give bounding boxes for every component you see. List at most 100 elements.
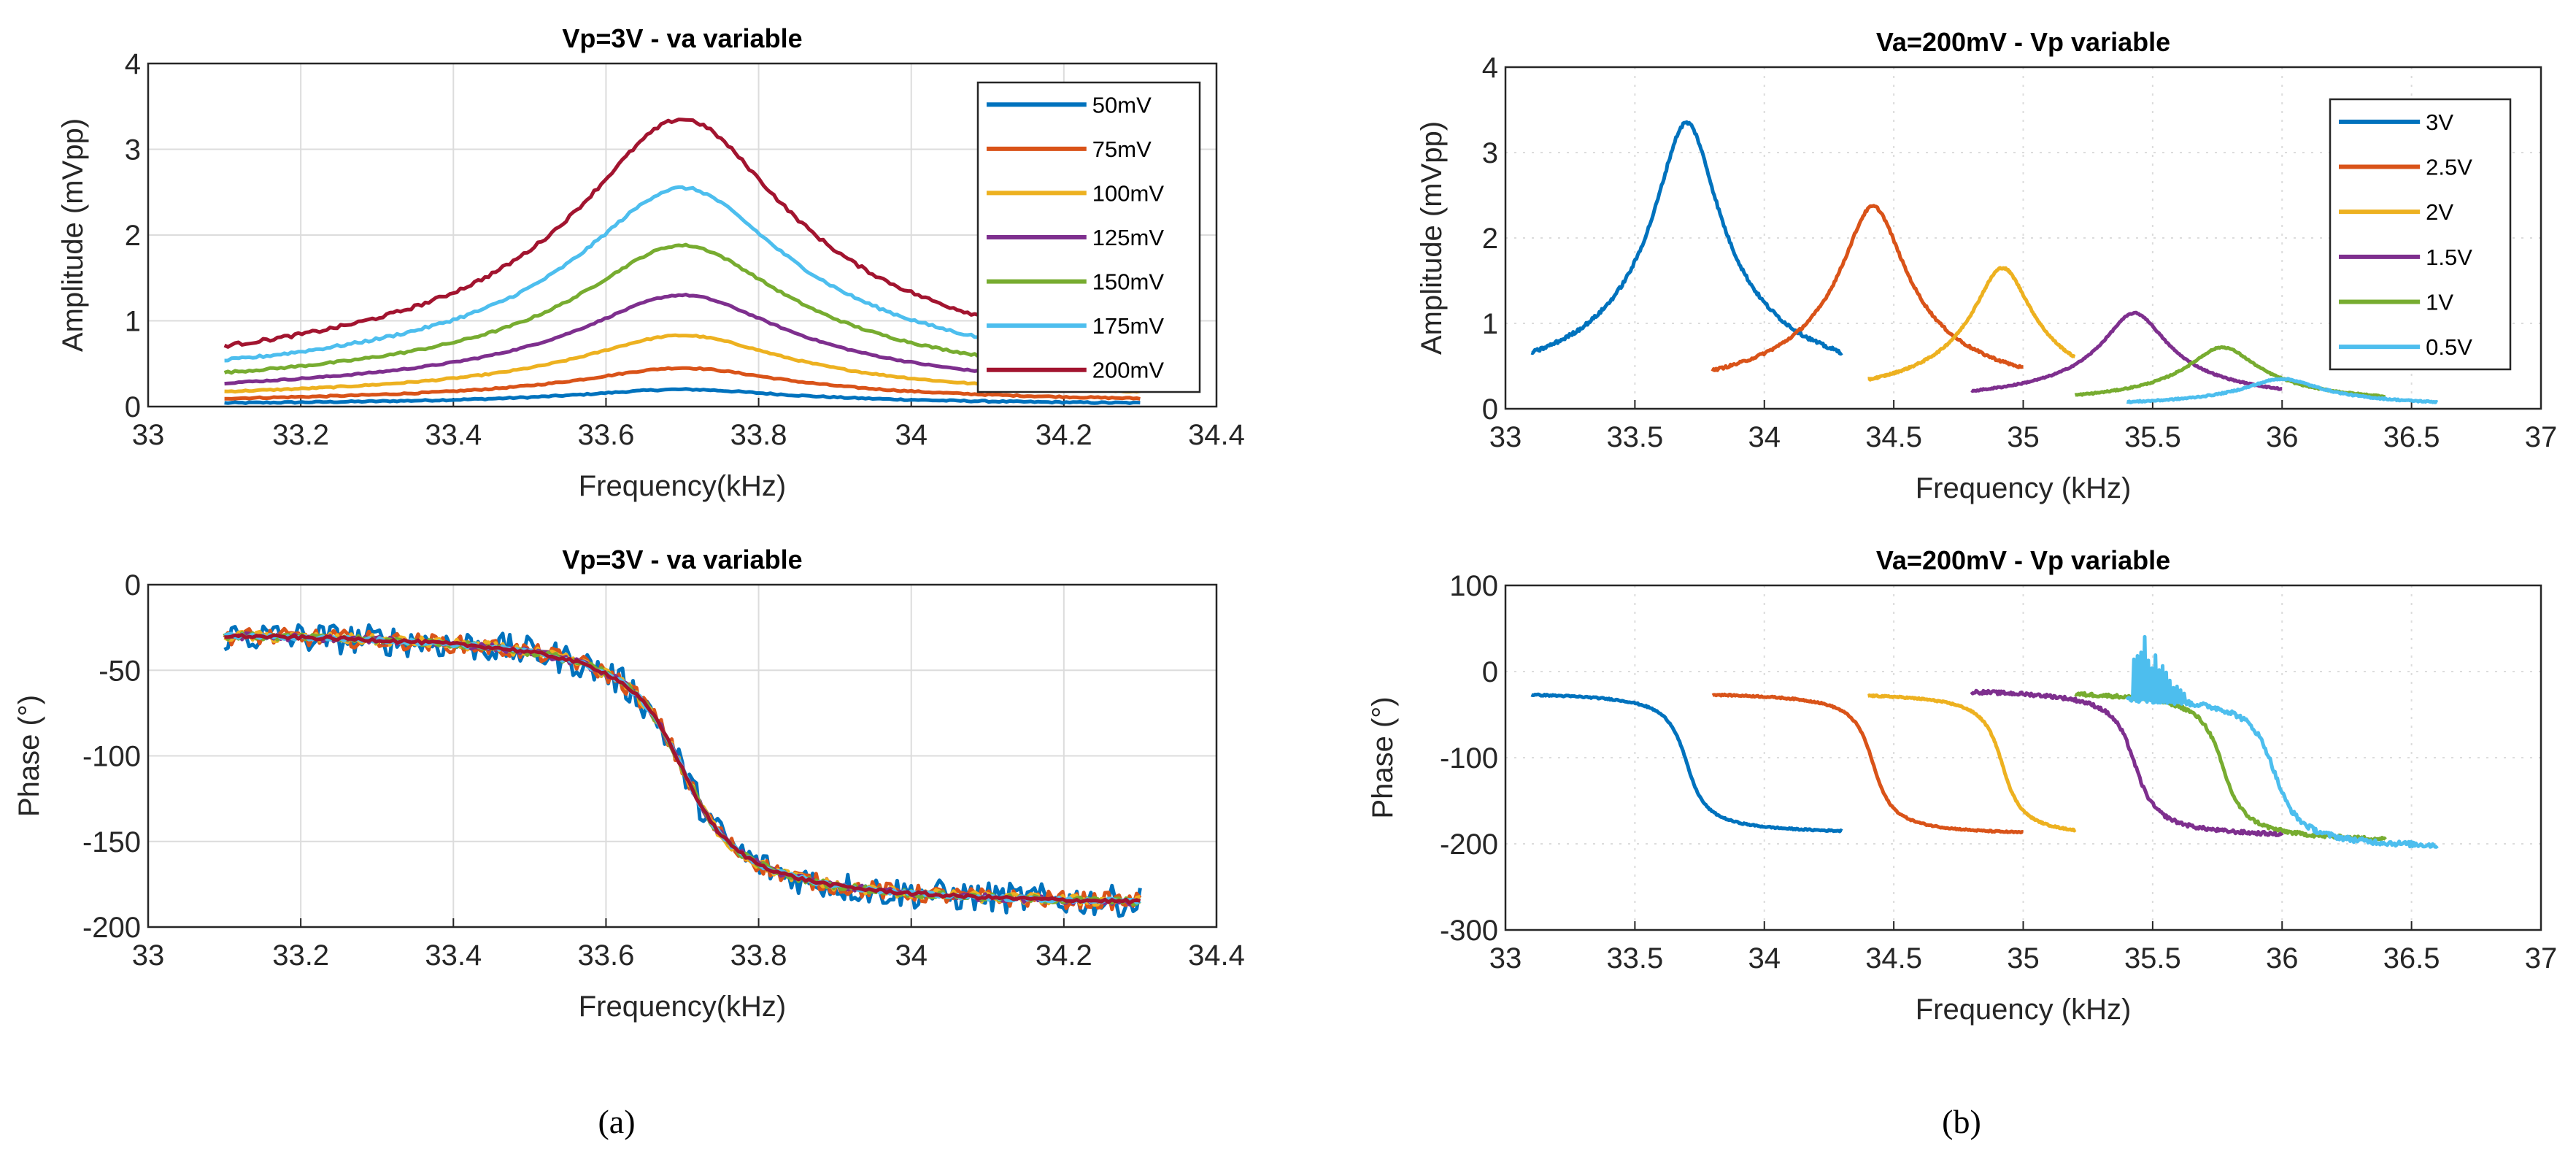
x-tick-label: 33.6 [577, 419, 634, 451]
legend-item: 1V [2339, 290, 2453, 315]
x-tick-label: 34 [1748, 421, 1781, 453]
legend-item: 2.5V [2339, 155, 2472, 180]
x-axis-label: Frequency(kHz) [579, 991, 787, 1023]
series-line-1.5V [1970, 688, 2284, 837]
y-tick-label: 100 [1449, 570, 1498, 602]
legend-item: 175mV [987, 313, 1164, 339]
series-group [223, 623, 1142, 918]
x-tick-label: 34 [895, 419, 928, 451]
axes-box [1504, 584, 2542, 931]
series-line-2V [1867, 693, 2077, 833]
chart-title: Va=200mV - Vp variable [1876, 27, 2170, 57]
series-group [1530, 634, 2439, 849]
y-tick-label: 0 [125, 569, 141, 601]
legend-label: 125mV [1092, 225, 1165, 250]
y-tick-label: 1 [125, 306, 141, 338]
series-line-2.5V [1711, 692, 2024, 834]
x-tick-label: 34.2 [1036, 419, 1092, 451]
legend-label: 150mV [1092, 269, 1165, 295]
y-axis-label: Amplitude (mVpp) [1416, 121, 1448, 355]
x-tick-label: 35.5 [2124, 942, 2181, 974]
x-tick-label: 34.4 [1188, 419, 1245, 451]
y-tick-label: 3 [125, 134, 141, 166]
axes-box [147, 62, 1218, 408]
x-tick-label: 34 [1748, 942, 1781, 974]
legend-label: 175mV [1092, 313, 1165, 339]
chart-b_phase: 33 33.5 34 34.5 35 35.5 36 36.5 37 -300 -200 -100 0 1… [1367, 545, 2557, 1026]
y-tick-label: -100 [82, 741, 141, 773]
x-axis-label: Frequency (kHz) [1916, 993, 2132, 1026]
y-tick-label: -200 [1440, 828, 1498, 861]
series-line-1.5V [1970, 310, 2283, 393]
series-line-0.5V [2125, 634, 2439, 849]
legend-box [2329, 98, 2512, 371]
x-tick-label: 34.5 [1865, 421, 1922, 453]
legend-item: 2V [2339, 199, 2453, 225]
y-tick-label: -300 [1440, 915, 1498, 947]
x-tick-label: 36.5 [2383, 421, 2440, 453]
y-axis-label: Phase (°) [13, 695, 45, 817]
legend: 3V 2.5V 2V 1.5V 1V 0.5V [2329, 98, 2512, 371]
y-tick-label: -200 [82, 912, 141, 944]
legend-label: 2V [2426, 199, 2453, 225]
legend-item: 150mV [987, 269, 1164, 295]
x-tick-label: 33 [132, 419, 165, 451]
y-tick-label: 0 [1482, 656, 1498, 688]
x-tick-label: 34 [895, 939, 928, 972]
legend: 50mV 75mV 100mV 125mV 150mV 175mV 200mV [976, 81, 1201, 393]
chart-b_amplitude: 33 33.5 34 34.5 35 35.5 36 36.5 3701234Va=200mV … [1416, 27, 2557, 504]
x-tick-label: 36 [2266, 942, 2299, 974]
series-line-2.5V [1711, 204, 2024, 372]
series-line-75mV [224, 366, 1141, 401]
series-line-3V [1530, 120, 1843, 356]
axes-box [1504, 66, 2542, 410]
chart-title: Vp=3V - va variable [562, 545, 802, 574]
series-group [1530, 120, 2439, 404]
x-tick-label: 35 [2007, 421, 2040, 453]
legend-label: 2.5V [2426, 155, 2472, 180]
chart-a_phase: 33 33.2 33.4 33.6 33.8 34 34.2 34.4 -200 -150 -100… [13, 545, 1245, 1023]
chart-title: Va=200mV - Vp variable [1876, 545, 2170, 575]
panel-label-a: (a) [598, 1103, 635, 1140]
legend-label: 1.5V [2426, 245, 2472, 270]
series-line-3V [1530, 692, 1843, 834]
x-tick-label: 33.6 [577, 939, 634, 972]
x-tick-label: 34.5 [1865, 942, 1922, 974]
y-axis-label: Phase (°) [1367, 696, 1399, 818]
x-tick-label: 34.2 [1036, 939, 1092, 972]
y-axis-label: Amplitude (mVpp) [57, 118, 89, 352]
y-tick-label: 2 [1482, 223, 1498, 255]
legend-label: 75mV [1092, 137, 1152, 162]
series-line-0.5V [2126, 377, 2439, 404]
panel-label-b: (b) [1942, 1103, 1981, 1140]
x-tick-label: 33.4 [425, 419, 482, 451]
y-tick-label: 0 [1482, 393, 1498, 426]
legend-item: 75mV [987, 137, 1152, 162]
axes-box [147, 583, 1218, 928]
x-tick-label: 34.4 [1188, 939, 1245, 972]
legend-label: 0.5V [2426, 334, 2472, 360]
series-line-200mV [224, 633, 1141, 905]
legend-item: 100mV [987, 180, 1164, 206]
x-tick-label: 33.2 [272, 939, 329, 972]
y-tick-label: 3 [1482, 137, 1498, 169]
y-tick-label: -100 [1440, 742, 1498, 774]
x-tick-label: 33.4 [425, 939, 482, 972]
legend-label: 50mV [1092, 92, 1152, 118]
y-tick-label: 1 [1482, 308, 1498, 340]
legend-label: 1V [2426, 290, 2453, 315]
y-tick-label: 4 [125, 48, 141, 80]
legend-item: 3V [2339, 109, 2453, 135]
x-tick-label: 36.5 [2383, 942, 2440, 974]
y-tick-label: -50 [99, 655, 141, 687]
x-axis-label: Frequency (kHz) [1916, 472, 2132, 504]
x-tick-label: 33.5 [1606, 421, 1663, 453]
y-tick-label: 0 [125, 391, 141, 423]
series-line-2V [1867, 266, 2076, 382]
x-tick-label: 35 [2007, 942, 2040, 974]
legend-item: 1.5V [2339, 245, 2472, 270]
x-tick-label: 33.8 [730, 419, 787, 451]
